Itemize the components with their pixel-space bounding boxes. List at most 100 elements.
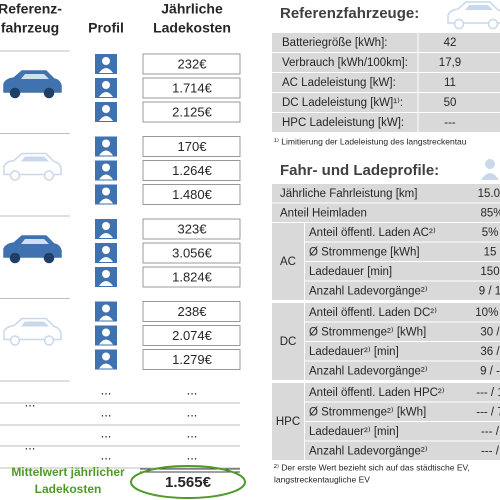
row-label: Anteil öffentl. Laden HPC²⁾ — [309, 386, 445, 399]
table-row — [272, 93, 500, 112]
cost-value: 1.264€ — [172, 163, 213, 178]
profile-placeholder: ... — [101, 404, 112, 419]
cost-value: 1.480€ — [172, 187, 213, 202]
row-value: --- / — [481, 446, 500, 458]
profile-body — [99, 198, 113, 204]
profile-placeholder: ... — [101, 447, 112, 462]
average-highlight — [130, 465, 246, 499]
row-label: HPC Ladeleistung [kW]: — [282, 117, 404, 129]
table-row — [305, 342, 500, 361]
section-title: Referenzfahrzeuge: — [280, 5, 419, 22]
group-cell — [272, 303, 304, 380]
profile-head — [102, 328, 110, 337]
table-row — [305, 402, 500, 421]
row-value: --- / 1 — [476, 387, 500, 399]
table-row — [272, 113, 500, 132]
average-value: 1.565€ — [165, 474, 212, 491]
table-row — [305, 223, 500, 242]
cost-value: 232€ — [178, 56, 208, 71]
car-wheel — [43, 335, 55, 346]
car-body — [3, 152, 62, 176]
cost-cell — [142, 160, 241, 181]
cost-placeholder: ... — [187, 404, 198, 419]
group-cell — [272, 383, 304, 460]
profile-body — [99, 68, 113, 73]
row-value: 42 — [444, 37, 457, 49]
profile-body — [99, 174, 113, 180]
footnote: ²⁾ Der erste Wert bezieht sich auf das s… — [274, 462, 470, 472]
profile-head — [102, 105, 110, 113]
row-value: 9 / 1 — [479, 286, 500, 298]
table-row — [305, 322, 500, 341]
profile-head — [102, 139, 110, 148]
car-icon — [3, 70, 62, 99]
row-label: Anzahl Ladevorgänge²⁾ — [309, 285, 428, 298]
cost-cell — [142, 136, 241, 157]
table-row — [272, 184, 500, 203]
vehicle-header: fahrzeug — [1, 20, 59, 36]
cost-header: Jährliche — [161, 1, 223, 17]
row-label: Ladedauer²⁾ [min] — [309, 425, 399, 438]
car-window — [21, 239, 49, 244]
group-label: AC — [280, 256, 296, 268]
group-label: HPC — [276, 416, 300, 428]
cost-value: 170€ — [178, 139, 208, 154]
car-wheel — [43, 87, 55, 99]
row-label: Ladedauer [min] — [309, 266, 392, 278]
row-value: 15 — [484, 247, 497, 259]
car-wheel — [9, 335, 21, 346]
cost-cell — [142, 301, 241, 322]
cost-placeholder: ... — [187, 425, 198, 440]
car-window — [21, 321, 49, 327]
cost-value: 1.279€ — [172, 352, 213, 367]
car-body — [3, 317, 62, 341]
average-label: Mittelwert jährlicher — [11, 465, 125, 479]
cost-value: 2.125€ — [172, 104, 213, 119]
car-icon — [3, 317, 62, 346]
profile-head — [102, 187, 110, 196]
cost-cell — [142, 53, 241, 75]
vehicle-header: Referenz- — [0, 1, 62, 17]
row-label: Ø Strommenge²⁾ [kWh] — [309, 406, 426, 419]
car-wheel — [487, 18, 499, 30]
cost-cell — [142, 242, 241, 264]
table-row — [305, 303, 500, 322]
cost-cell — [142, 101, 241, 123]
table-row — [272, 53, 500, 72]
table-row — [305, 422, 500, 441]
row-label: AC Ladeleistung [kW]: — [282, 77, 396, 89]
row-label: Anzahl Ladevorgänge²⁾ — [309, 445, 428, 458]
table-row — [305, 262, 500, 281]
profile-head — [102, 163, 110, 172]
person-icon-head — [485, 159, 495, 169]
group-cell — [272, 223, 304, 300]
profile-head — [102, 246, 110, 254]
cost-cell — [142, 349, 241, 370]
profile-head — [102, 81, 110, 89]
row-value: 15.00 — [478, 188, 500, 200]
cost-header: Ladekosten — [153, 20, 231, 36]
row-label: DC Ladeleistung [kW]¹⁾: — [282, 96, 403, 109]
row-label: Jährliche Fahrleistung [km] — [280, 188, 417, 200]
footnote: ¹⁾ Limitierung der Ladeleistung des lang… — [274, 136, 467, 146]
vehicle-placeholder: ... — [25, 437, 36, 452]
table-row — [272, 33, 500, 52]
cost-value: 323€ — [178, 221, 208, 236]
cost-value: 3.056€ — [172, 245, 213, 260]
car-icon — [447, 1, 500, 30]
table-row — [272, 203, 500, 222]
cost-cell — [142, 184, 241, 205]
row-value: 150 — [480, 266, 499, 278]
table-row — [305, 441, 500, 460]
car-wheel — [453, 18, 465, 30]
row-label: Anzahl Ladevorgänge²⁾ — [309, 365, 428, 378]
section-title: Fahr- und Ladeprofile: — [280, 162, 439, 179]
car-wheel — [9, 87, 21, 99]
cost-placeholder: ... — [187, 382, 198, 397]
cost-value: 1.714€ — [172, 80, 213, 95]
profile-body — [99, 281, 113, 286]
car-icon — [3, 235, 62, 264]
cost-cell — [142, 77, 241, 99]
car-wheel — [9, 170, 21, 181]
